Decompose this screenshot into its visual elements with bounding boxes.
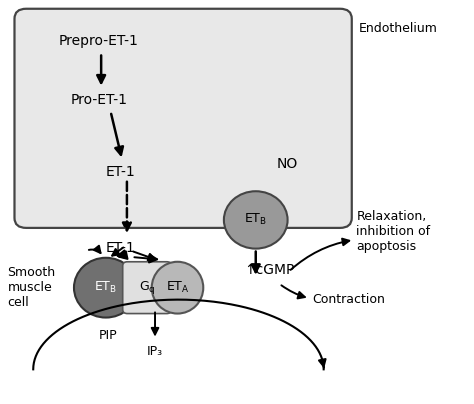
Ellipse shape — [74, 258, 137, 318]
Text: ET$_\mathregular{B}$: ET$_\mathregular{B}$ — [244, 213, 267, 227]
Text: ET$_\mathregular{A}$: ET$_\mathregular{A}$ — [166, 280, 189, 295]
Text: Smooth
muscle
cell: Smooth muscle cell — [8, 266, 55, 309]
Text: NO: NO — [277, 157, 298, 171]
Text: Prepro-ET-1: Prepro-ET-1 — [59, 34, 139, 48]
Text: Endothelium: Endothelium — [359, 22, 438, 35]
Ellipse shape — [224, 191, 288, 248]
Text: ET$_\mathregular{B}$: ET$_\mathregular{B}$ — [94, 280, 118, 295]
Text: Contraction: Contraction — [312, 293, 385, 306]
Text: G$_\mathregular{q}$: G$_\mathregular{q}$ — [139, 279, 155, 296]
Text: ↑cGMP: ↑cGMP — [244, 263, 294, 277]
FancyBboxPatch shape — [123, 262, 172, 314]
Text: PIP: PIP — [99, 329, 118, 342]
FancyBboxPatch shape — [15, 9, 352, 228]
Text: IP₃: IP₃ — [147, 345, 163, 358]
Text: Relaxation,
inhibition of
apoptosis: Relaxation, inhibition of apoptosis — [356, 210, 430, 253]
Text: ET-1: ET-1 — [106, 241, 136, 255]
Text: ET-1: ET-1 — [106, 165, 136, 179]
Ellipse shape — [152, 262, 203, 314]
Text: Pro-ET-1: Pro-ET-1 — [71, 93, 128, 107]
